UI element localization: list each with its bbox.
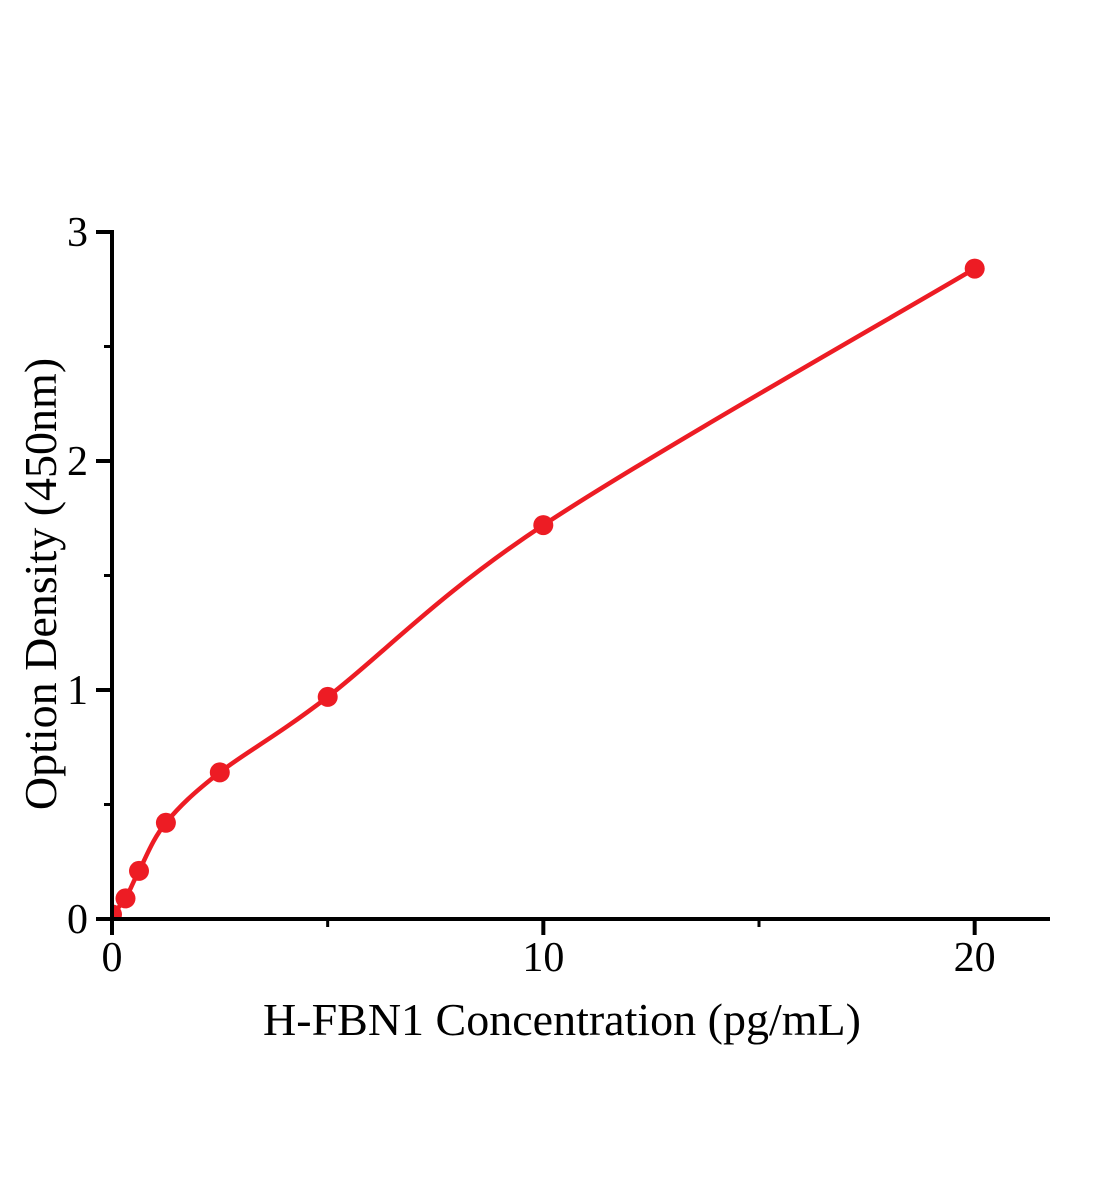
y-tick-label: 0 (67, 897, 88, 943)
y-tick-label: 2 (67, 439, 88, 485)
x-axis-title: H-FBN1 Concentration (pg/mL) (263, 994, 861, 1045)
tick-layer (96, 230, 977, 935)
y-tick-label: 3 (67, 210, 88, 256)
data-point (533, 515, 554, 536)
standard-curve-line (111, 266, 977, 917)
x-tick-label: 20 (954, 935, 996, 981)
x-tick-label: 10 (522, 935, 564, 981)
data-point (964, 258, 985, 279)
y-axis-title: Option Density (450nm) (15, 358, 66, 810)
data-point (317, 686, 338, 707)
data-point (129, 860, 149, 881)
data-point (209, 762, 230, 783)
x-tick-label: 0 (102, 935, 123, 981)
tick-label-layer: 0 10 20 0 1 2 3 (67, 210, 996, 981)
y-tick-label: 1 (67, 668, 88, 714)
data-point (155, 812, 176, 833)
data-point (115, 888, 136, 909)
